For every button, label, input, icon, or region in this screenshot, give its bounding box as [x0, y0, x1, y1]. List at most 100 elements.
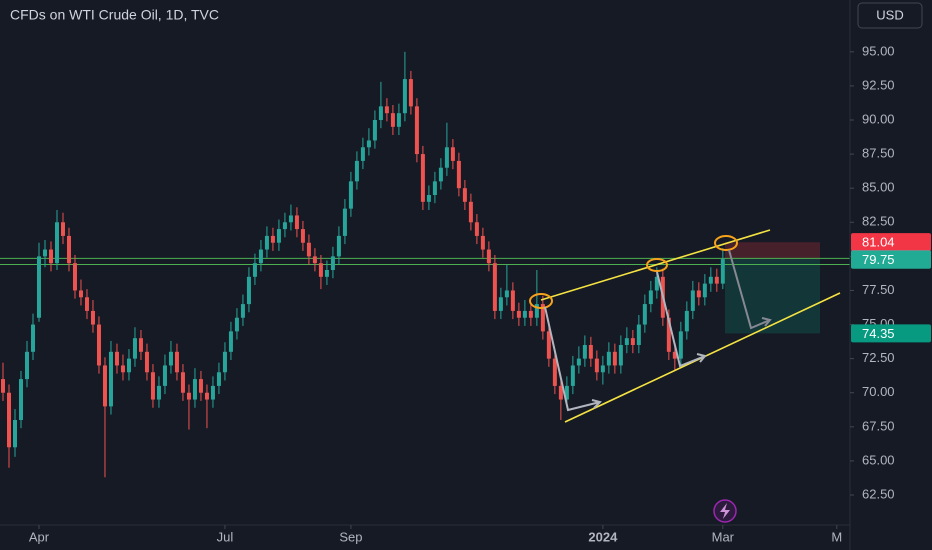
y-tick-label: 87.50: [862, 146, 895, 161]
pivot-circle: [646, 258, 668, 272]
candle-body: [84, 297, 89, 311]
candle-body: [258, 249, 263, 264]
candle-body: [222, 351, 227, 373]
candle-body: [486, 249, 491, 264]
price-badge-label: 81.04: [862, 235, 895, 250]
x-tick-label: 2024: [588, 529, 618, 544]
candle-body: [666, 317, 671, 352]
candle-body: [402, 79, 407, 114]
currency-button[interactable]: [857, 2, 923, 29]
candle-body: [300, 229, 305, 243]
candle-body: [264, 235, 269, 250]
pivot-circle: [714, 235, 738, 251]
candle-body: [168, 351, 173, 366]
candle-body: [600, 365, 605, 373]
candle-body: [492, 263, 497, 311]
candle-body: [78, 290, 83, 298]
price-badge: [851, 250, 931, 269]
candle-body: [150, 372, 155, 400]
candle-body: [426, 195, 431, 202]
y-tick-label: 70.00: [862, 384, 895, 399]
candle-body: [648, 290, 653, 305]
position-zones: [725, 242, 820, 334]
candle-body: [198, 379, 203, 393]
candle-body: [186, 392, 191, 400]
candle-body: [54, 222, 59, 264]
candle-body: [48, 249, 53, 264]
candle-body: [540, 304, 545, 332]
candle-body: [66, 235, 71, 264]
candle-body: [570, 365, 575, 386]
candle-body: [102, 365, 107, 407]
event-icon-bolt: [720, 503, 730, 519]
candle-body: [462, 188, 467, 202]
candle-body: [90, 310, 95, 325]
candle-body: [318, 263, 323, 277]
y-tick-label: 90.00: [862, 111, 895, 126]
candle-body: [342, 208, 347, 236]
candle-body: [210, 385, 215, 400]
candle-body: [216, 372, 221, 386]
y-tick-label: 85.00: [862, 180, 895, 195]
candle-body: [516, 310, 521, 318]
candle-body: [510, 290, 515, 311]
candle-body: [702, 283, 707, 298]
candle-body: [330, 256, 335, 270]
y-tick-label: 92.50: [862, 77, 895, 92]
candle-body: [42, 249, 47, 257]
candle-body: [498, 297, 503, 311]
candle-body: [414, 106, 419, 155]
candle-body: [294, 215, 299, 230]
x-tick-label: Jul: [217, 529, 234, 544]
candle-body: [456, 160, 461, 189]
candle-body: [642, 304, 647, 325]
candle-body: [360, 147, 365, 161]
candle-body: [114, 351, 119, 366]
candle-body: [432, 181, 437, 195]
price-lines: [0, 257, 850, 266]
x-tick-label: Apr: [29, 529, 50, 544]
candle-body: [606, 351, 611, 366]
candle-body: [306, 242, 311, 257]
candle-body: [474, 222, 479, 236]
y-tick-label: 65.00: [862, 452, 895, 467]
candle-body: [504, 290, 509, 298]
x-tick-label: Mar: [712, 529, 735, 544]
target-zone: [725, 259, 820, 334]
candle-body: [162, 365, 167, 386]
candle-body: [618, 345, 623, 366]
candle-body: [468, 201, 473, 223]
candle-body: [720, 259, 725, 284]
currency-label[interactable]: USD: [876, 7, 903, 22]
channel-upper: [540, 229, 771, 301]
candle-body: [348, 181, 353, 209]
candle-body: [180, 372, 185, 393]
candle-body: [24, 351, 29, 380]
candle-body: [0, 379, 5, 393]
candle-body: [390, 113, 395, 127]
candle-body: [408, 79, 413, 107]
candle-body: [678, 331, 683, 359]
candle-body: [270, 235, 275, 243]
candle-body: [378, 106, 383, 120]
candle-body: [528, 310, 533, 318]
x-tick-label: M: [831, 529, 842, 544]
price-badge: [851, 324, 931, 343]
candle-body: [588, 345, 593, 359]
candle-body: [690, 290, 695, 311]
candle-body: [576, 358, 581, 366]
y-tick-label: 82.50: [862, 214, 895, 229]
candle-body: [252, 263, 257, 277]
candle-body: [336, 235, 341, 257]
candle-body: [288, 215, 293, 223]
candle-body: [324, 270, 329, 277]
candle-body: [240, 304, 245, 318]
candle-body: [282, 222, 287, 230]
candle-body: [624, 338, 629, 345]
candle-body: [558, 385, 563, 400]
candles: [0, 51, 725, 478]
candle-body: [714, 276, 719, 284]
candle-body: [354, 160, 359, 182]
candle-body: [30, 324, 35, 352]
candle-body: [234, 317, 239, 332]
